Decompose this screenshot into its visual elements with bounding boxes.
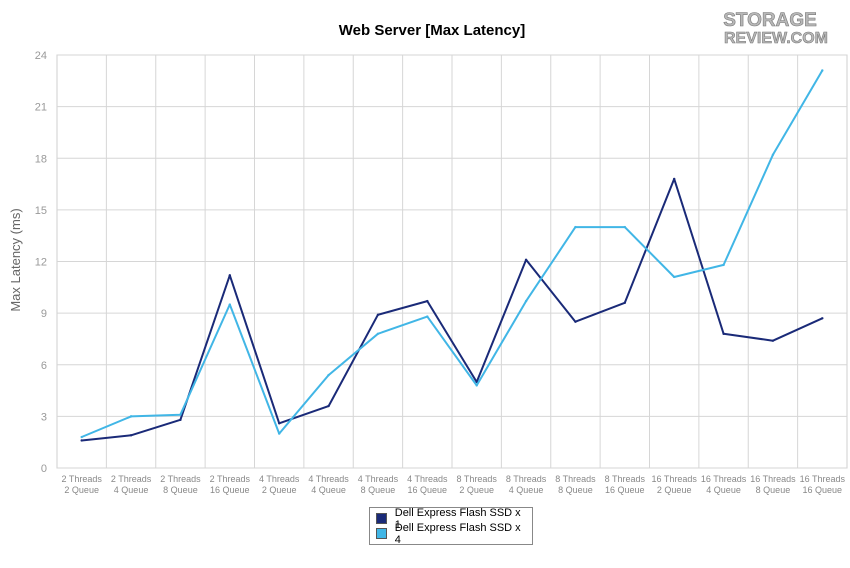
data-point-series-1 bbox=[672, 177, 676, 181]
data-point-series-2 bbox=[327, 373, 330, 377]
x-tick-label: 2 Threads 8 Queue bbox=[160, 474, 201, 495]
y-tick-label: 18 bbox=[35, 153, 47, 165]
data-point-series-2 bbox=[179, 413, 182, 416]
x-tick-label: 8 Threads 8 Queue bbox=[555, 474, 596, 495]
data-point-series-1 bbox=[277, 422, 281, 425]
series-line-1 bbox=[81, 177, 823, 442]
data-point-series-2 bbox=[80, 435, 83, 439]
legend-swatch-series-2 bbox=[376, 528, 387, 539]
y-tick-label: 9 bbox=[41, 308, 47, 320]
legend-swatch-series-1 bbox=[376, 513, 387, 524]
x-tick-label: 2 Threads 2 Queue bbox=[62, 474, 103, 495]
data-point-series-1 bbox=[524, 258, 528, 261]
data-point-series-2 bbox=[623, 225, 627, 229]
x-tick-label: 2 Threads 4 Queue bbox=[111, 474, 152, 495]
data-point-series-1 bbox=[327, 404, 330, 408]
data-point-series-1 bbox=[179, 418, 182, 422]
gridlines bbox=[56, 54, 848, 469]
series-lines bbox=[80, 69, 824, 442]
x-tick-labels: 2 Threads 2 Queue 2 Threads 4 Queue 2 Thread… bbox=[62, 474, 846, 495]
data-point-series-1 bbox=[228, 274, 232, 277]
x-tick-label: 8 Threads 4 Queue bbox=[506, 474, 547, 495]
data-point-series-2 bbox=[722, 263, 725, 267]
data-point-series-2 bbox=[426, 315, 429, 318]
x-tick-label: 16 Threads 2 Queue bbox=[652, 474, 698, 495]
x-tick-label: 4 Threads 2 Queue bbox=[259, 474, 300, 495]
data-point-series-1 bbox=[821, 317, 824, 320]
data-point-series-2 bbox=[376, 332, 380, 335]
y-tick-label: 12 bbox=[35, 257, 47, 269]
x-tick-label: 8 Threads 2 Queue bbox=[457, 474, 498, 495]
data-point-series-2 bbox=[475, 384, 478, 387]
data-point-series-1 bbox=[574, 320, 577, 323]
data-point-series-2 bbox=[672, 275, 676, 279]
legend-item-series-2: Dell Express Flash SSD x 4 bbox=[376, 522, 526, 546]
data-point-series-2 bbox=[771, 153, 775, 157]
data-point-series-2 bbox=[277, 432, 281, 435]
data-point-series-2 bbox=[574, 225, 577, 229]
x-tick-label: 4 Threads 4 Queue bbox=[308, 474, 349, 495]
data-point-series-2 bbox=[821, 69, 824, 72]
y-axis-label: Max Latency (ms) bbox=[8, 208, 23, 311]
x-tick-label: 8 Threads 16 Queue bbox=[605, 474, 646, 495]
legend: Dell Express Flash SSD x 1 Dell Express … bbox=[369, 507, 533, 546]
y-tick-label: 24 bbox=[35, 50, 47, 62]
data-point-series-2 bbox=[524, 299, 528, 303]
data-point-series-1 bbox=[80, 439, 83, 442]
legend-item-series-1: Dell Express Flash SSD x 1 bbox=[376, 507, 526, 531]
legend-label-series-1: Dell Express Flash SSD x 1 bbox=[394, 506, 521, 531]
y-tick-label: 3 bbox=[41, 411, 47, 423]
y-tick-label: 6 bbox=[41, 360, 47, 372]
x-tick-label: 4 Threads 16 Queue bbox=[407, 474, 448, 495]
chart-title: Web Server [Max Latency] bbox=[339, 22, 525, 39]
data-point-series-1 bbox=[129, 434, 133, 437]
y-tick-labels: 0 3 6 9 12 15 18 21 24 bbox=[35, 50, 47, 475]
y-tick-label: 21 bbox=[35, 102, 47, 114]
data-point-series-2 bbox=[228, 303, 232, 306]
series-line-2 bbox=[81, 69, 824, 438]
x-tick-label: 4 Threads 8 Queue bbox=[358, 474, 399, 495]
data-point-series-1 bbox=[623, 301, 627, 304]
x-tick-label: 16 Threads 8 Queue bbox=[750, 474, 796, 495]
data-point-series-2 bbox=[129, 415, 133, 418]
storagereview-logo: STORAGE REVIEW.COM bbox=[723, 10, 828, 48]
x-tick-label: 16 Threads 16 Queue bbox=[800, 474, 846, 495]
data-point-series-1 bbox=[722, 332, 725, 335]
x-tick-label: 16 Threads 4 Queue bbox=[701, 474, 747, 495]
data-point-series-1 bbox=[426, 299, 429, 303]
logo-line2: REVIEW.COM bbox=[724, 30, 828, 47]
logo-line1: STORAGE bbox=[723, 10, 817, 31]
legend-label-series-2: Dell Express Flash SSD x 4 bbox=[394, 521, 521, 546]
data-point-series-1 bbox=[771, 339, 775, 342]
x-tick-label: 2 Threads 16 Queue bbox=[210, 474, 251, 495]
y-tick-label: 15 bbox=[35, 205, 47, 217]
data-point-series-1 bbox=[376, 313, 380, 317]
y-tick-label: 0 bbox=[41, 463, 47, 475]
